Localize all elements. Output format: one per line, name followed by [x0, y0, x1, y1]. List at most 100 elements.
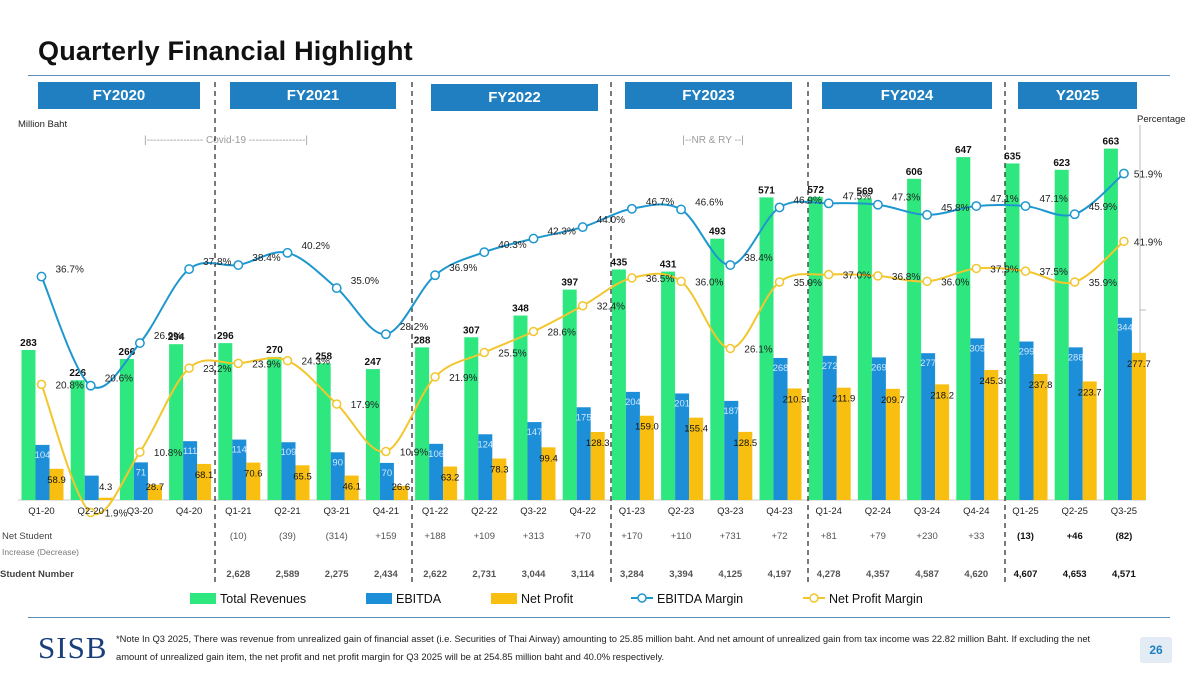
net-profit-label: 245.3 [979, 376, 1003, 387]
ebitda-margin-point [1118, 168, 1129, 179]
legend-revenue-swatch [190, 593, 216, 604]
ebitda-margin-point [36, 271, 47, 282]
category-label: Q3-25 [1111, 506, 1137, 517]
ebitda-margin-label: 44.0% [597, 215, 625, 226]
ebitda-margin-point [380, 329, 391, 340]
net-profit-label: 28.7 [146, 482, 165, 493]
net-profit-margin-point [971, 263, 982, 274]
revenue-bar [611, 269, 626, 500]
net-profit-margin-point [577, 300, 588, 311]
net-student-value: (82) [1115, 531, 1132, 542]
net-profit-bar [393, 485, 408, 500]
revenue-bar [169, 344, 184, 500]
ebitda-bar [970, 338, 985, 500]
net-profit-bar [689, 417, 704, 500]
ebitda-label: 187 [723, 406, 739, 417]
net-profit-label: 58.9 [47, 475, 66, 486]
ebitda-margin-label: 20.6% [105, 374, 133, 385]
revenue-bar [316, 363, 331, 500]
net-profit-margin-point [1020, 266, 1031, 276]
net-student-value: (13) [1017, 531, 1034, 542]
net-profit-bar [492, 458, 507, 500]
ebitda-margin-point [1069, 209, 1080, 220]
net-student-value: +109 [474, 531, 495, 542]
ebitda-label: 201 [674, 398, 690, 409]
student-number-value: 4,357 [866, 569, 890, 580]
ebitda-margin-label: 26.9% [154, 331, 182, 342]
student-number-value: 2,589 [276, 569, 300, 580]
net-profit-label: 128.5 [733, 438, 757, 449]
net-profit-margin-label: 41.9% [1134, 237, 1162, 248]
net-student-value: +70 [575, 531, 591, 542]
ebitda-margin-point [872, 199, 883, 210]
net-profit-margin-label: 10.8% [154, 448, 182, 459]
net-profit-bar [1033, 373, 1048, 500]
fy-header-2023: FY2023 [625, 82, 792, 109]
net-profit-margin-label: 21.9% [449, 373, 477, 384]
fy-header-2022: FY2022 [431, 84, 598, 111]
net-profit-margin-label: 37.9% [990, 264, 1018, 275]
net-profit-margin-label: 28.6% [548, 327, 576, 338]
net-student-value: +79 [870, 531, 886, 542]
net-profit-margin-point [922, 276, 932, 287]
net-profit-margin-point [873, 271, 883, 281]
ebitda-margin-point [233, 260, 244, 270]
net-profit-bar [984, 369, 999, 500]
student-number-value: 2,731 [472, 569, 496, 580]
net-profit-label: 26.6 [392, 482, 411, 493]
net-profit-margin-label: 20.8% [56, 380, 84, 391]
ebitda-margin-label: 46.9% [794, 195, 822, 206]
revenue-bar [21, 350, 36, 500]
category-label: Q1-21 [225, 506, 251, 517]
category-label: Q4-20 [176, 506, 202, 517]
ebitda-margin-label: 36.9% [449, 263, 477, 274]
ebitda-label: 204 [625, 397, 641, 408]
ebitda-label: 90 [332, 457, 343, 468]
net-profit-label: 4.3 [99, 482, 112, 493]
student-number-value: 4,278 [817, 569, 841, 580]
net-student-value: +46 [1067, 531, 1083, 542]
net-profit-bar [639, 415, 654, 500]
ebitda-margin-point [626, 203, 637, 214]
net-profit-margin-label: 35.9% [1089, 278, 1117, 289]
ebitda-margin-label: 35.0% [351, 276, 379, 287]
revenue-bar [907, 178, 922, 500]
net-profit-bar [590, 432, 605, 500]
legend-net-profit-margin-marker [809, 593, 819, 603]
category-label: Q2-22 [471, 506, 497, 517]
net-profit-bar [98, 497, 113, 500]
student-number-value: 4,197 [768, 569, 792, 580]
revenue-label: 307 [463, 325, 480, 336]
student-number-value: 4,587 [915, 569, 939, 580]
net-profit-margin-point [774, 277, 785, 287]
ebitda-label: 288 [1068, 352, 1084, 363]
footnote: *Note In Q3 2025, There was revenue from… [116, 633, 1091, 662]
ebitda-margin-label: 38.4% [744, 253, 772, 264]
net-profit-margin-point [725, 343, 736, 354]
ebitda-bar [281, 442, 296, 500]
revenue-bar [857, 198, 872, 500]
revenue-bar [759, 197, 774, 500]
ebitda-bar [921, 353, 936, 500]
net-profit-margin-label: 17.9% [351, 400, 379, 411]
legend-ebitda-swatch [366, 593, 392, 604]
net-profit-label: 99.4 [539, 453, 558, 464]
category-label: Q3-23 [717, 506, 743, 517]
ebitda-margin-point [479, 247, 490, 258]
fy-header-2025: Y2025 [1018, 82, 1137, 109]
fy-header-2024: FY2024 [822, 82, 992, 109]
revenue-bar [956, 157, 971, 500]
ebitda-margin-point [331, 283, 342, 294]
net-profit-bar [935, 384, 950, 500]
net-profit-label: 155.4 [684, 424, 708, 435]
revenue-label: 606 [906, 167, 923, 178]
revenue-label: 493 [709, 227, 726, 238]
ebitda-margin-label: 28.2% [400, 322, 428, 333]
revenue-label: 270 [266, 345, 283, 356]
category-label: Q3-24 [914, 506, 940, 517]
category-label: Q2-21 [274, 506, 300, 517]
ebitda-margin-point [774, 202, 785, 213]
title-divider [28, 75, 1170, 76]
net-profit-bar [443, 466, 458, 500]
ebitda-margin-point [134, 338, 145, 348]
